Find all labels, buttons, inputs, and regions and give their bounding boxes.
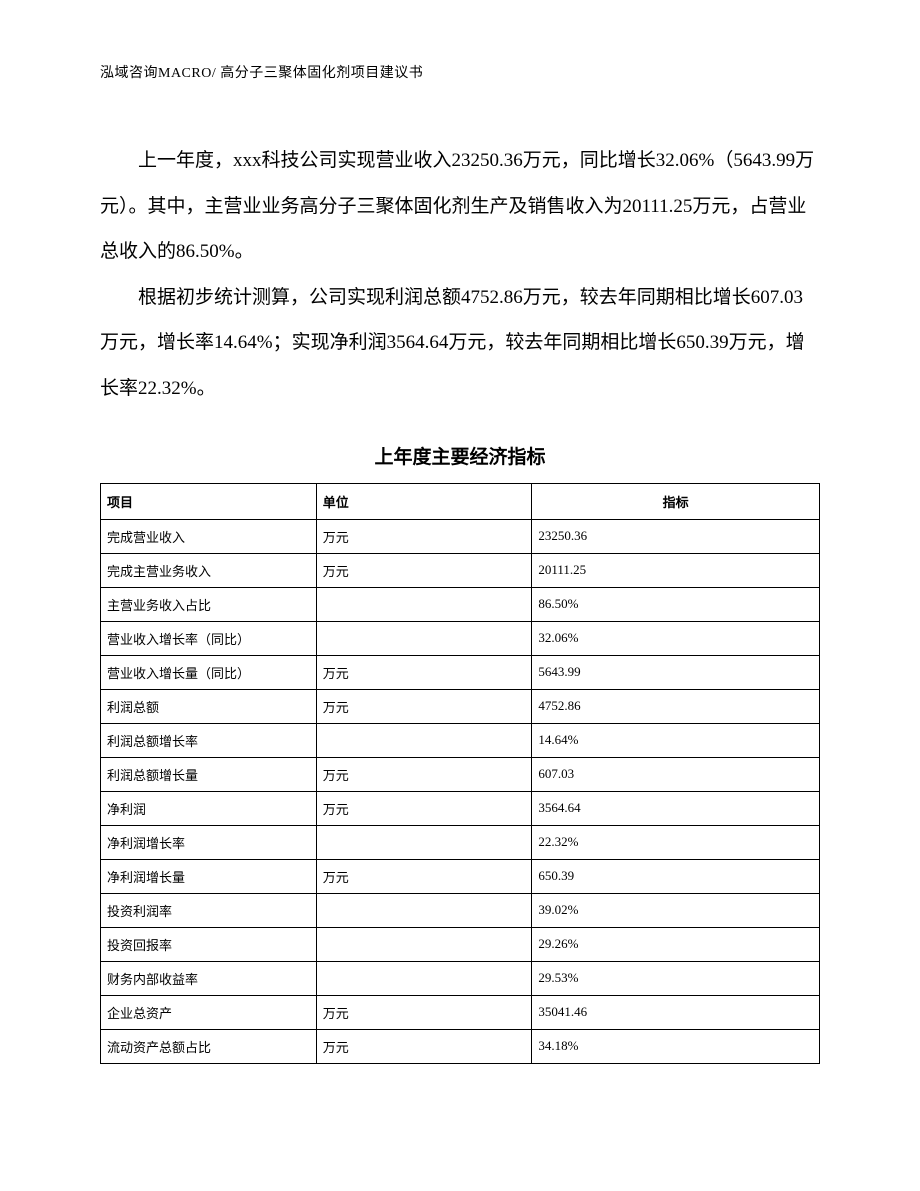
table-row: 完成营业收入万元23250.36: [101, 519, 820, 553]
cell: 22.32%: [532, 825, 820, 859]
paragraph-1: 上一年度，xxx科技公司实现营业收入23250.36万元，同比增长32.06%（…: [100, 138, 820, 275]
table-row: 净利润增长率 22.32%: [101, 825, 820, 859]
cell: [316, 723, 532, 757]
cell: 607.03: [532, 757, 820, 791]
cell: 利润总额增长率: [101, 723, 317, 757]
cell: 利润总额增长量: [101, 757, 317, 791]
header-col-1: 项目: [101, 483, 317, 519]
body-text-section: 上一年度，xxx科技公司实现营业收入23250.36万元，同比增长32.06%（…: [100, 138, 820, 412]
header-col-2: 单位: [316, 483, 532, 519]
table-row: 主营业务收入占比 86.50%: [101, 587, 820, 621]
cell: 净利润增长量: [101, 859, 317, 893]
table-header-row: 项目 单位 指标: [101, 483, 820, 519]
cell: 营业收入增长率（同比）: [101, 621, 317, 655]
table-row: 投资回报率 29.26%: [101, 927, 820, 961]
cell: 29.53%: [532, 961, 820, 995]
table-row: 营业收入增长量（同比）万元5643.99: [101, 655, 820, 689]
cell: 完成主营业务收入: [101, 553, 317, 587]
table-title: 上年度主要经济指标: [100, 442, 820, 469]
table-row: 利润总额万元4752.86: [101, 689, 820, 723]
cell: 营业收入增长量（同比）: [101, 655, 317, 689]
cell: 万元: [316, 995, 532, 1029]
cell: [316, 927, 532, 961]
cell: 20111.25: [532, 553, 820, 587]
page-header: 泓域咨询MACRO/ 高分子三聚体固化剂项目建议书: [100, 62, 820, 82]
cell: [316, 961, 532, 995]
cell: 主营业务收入占比: [101, 587, 317, 621]
cell: [316, 621, 532, 655]
cell: 86.50%: [532, 587, 820, 621]
cell: 万元: [316, 519, 532, 553]
table-row: 财务内部收益率 29.53%: [101, 961, 820, 995]
header-text: 泓域咨询MACRO/ 高分子三聚体固化剂项目建议书: [100, 66, 423, 81]
cell: 投资利润率: [101, 893, 317, 927]
cell: [316, 893, 532, 927]
cell: [316, 825, 532, 859]
cell: 万元: [316, 859, 532, 893]
cell: 万元: [316, 1029, 532, 1063]
cell: 财务内部收益率: [101, 961, 317, 995]
table-row: 完成主营业务收入万元20111.25: [101, 553, 820, 587]
cell: 650.39: [532, 859, 820, 893]
document-page: 泓域咨询MACRO/ 高分子三聚体固化剂项目建议书 上一年度，xxx科技公司实现…: [0, 0, 920, 1124]
cell: 34.18%: [532, 1029, 820, 1063]
cell: 净利润: [101, 791, 317, 825]
table-row: 利润总额增长率 14.64%: [101, 723, 820, 757]
metrics-table: 项目 单位 指标 完成营业收入万元23250.36 完成主营业务收入万元2011…: [100, 483, 820, 1064]
table-row: 企业总资产万元35041.46: [101, 995, 820, 1029]
cell: 35041.46: [532, 995, 820, 1029]
cell: 完成营业收入: [101, 519, 317, 553]
cell: 投资回报率: [101, 927, 317, 961]
paragraph-2: 根据初步统计测算，公司实现利润总额4752.86万元，较去年同期相比增长607.…: [100, 275, 820, 412]
table-row: 净利润万元3564.64: [101, 791, 820, 825]
cell: 29.26%: [532, 927, 820, 961]
cell: 32.06%: [532, 621, 820, 655]
cell: 利润总额: [101, 689, 317, 723]
cell: 3564.64: [532, 791, 820, 825]
cell: [316, 587, 532, 621]
cell: 企业总资产: [101, 995, 317, 1029]
cell: 万元: [316, 553, 532, 587]
table-row: 流动资产总额占比万元34.18%: [101, 1029, 820, 1063]
table-row: 利润总额增长量万元607.03: [101, 757, 820, 791]
cell: 14.64%: [532, 723, 820, 757]
table-row: 营业收入增长率（同比） 32.06%: [101, 621, 820, 655]
cell: 5643.99: [532, 655, 820, 689]
cell: 万元: [316, 655, 532, 689]
table-body: 完成营业收入万元23250.36 完成主营业务收入万元20111.25 主营业务…: [101, 519, 820, 1063]
cell: 万元: [316, 689, 532, 723]
cell: 万元: [316, 791, 532, 825]
table-row: 净利润增长量万元650.39: [101, 859, 820, 893]
cell: 流动资产总额占比: [101, 1029, 317, 1063]
cell: 万元: [316, 757, 532, 791]
cell: 净利润增长率: [101, 825, 317, 859]
header-col-3: 指标: [532, 483, 820, 519]
cell: 23250.36: [532, 519, 820, 553]
table-row: 投资利润率 39.02%: [101, 893, 820, 927]
cell: 4752.86: [532, 689, 820, 723]
cell: 39.02%: [532, 893, 820, 927]
